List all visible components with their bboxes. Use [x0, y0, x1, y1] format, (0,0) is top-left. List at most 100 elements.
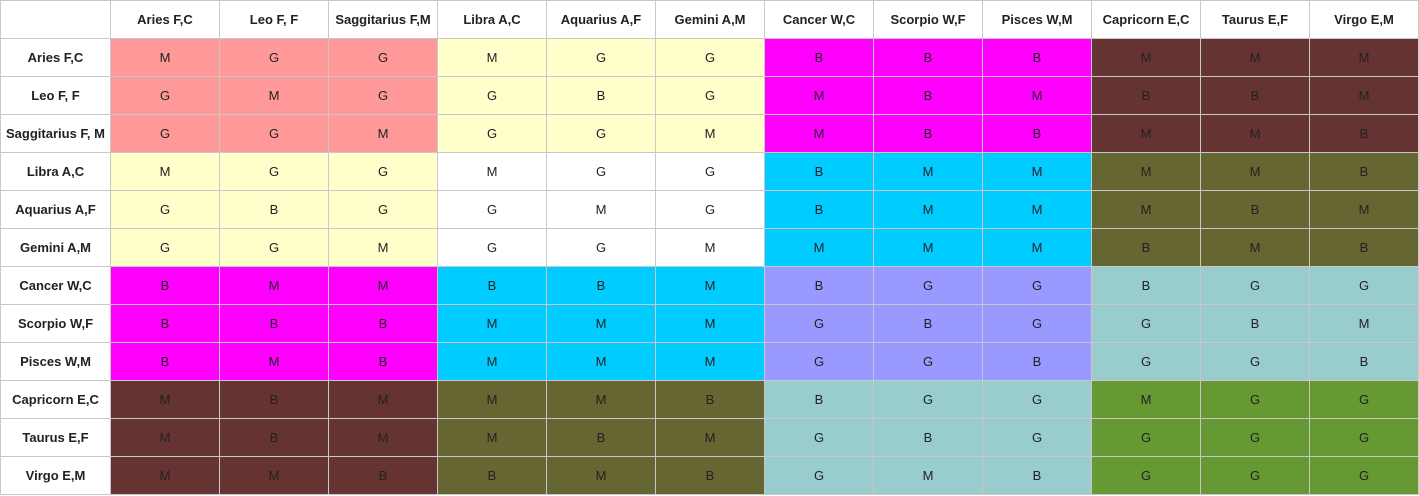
compatibility-cell: B [1200, 304, 1310, 343]
compatibility-cell: M [546, 342, 656, 381]
compatibility-cell: B [546, 418, 656, 457]
compatibility-cell: M [219, 76, 329, 115]
compatibility-cell: B [764, 38, 874, 77]
compatibility-cell: M [764, 228, 874, 267]
compatibility-cell: G [1091, 418, 1201, 457]
compatibility-cell: B [219, 380, 329, 419]
compatibility-cell: G [1091, 342, 1201, 381]
row-header: Aries F,C [0, 38, 111, 77]
compatibility-cell: B [982, 114, 1092, 153]
compatibility-cell: M [873, 190, 983, 229]
compatibility-cell: G [219, 228, 329, 267]
row-header: Virgo E,M [0, 456, 111, 495]
compatibility-cell: G [1309, 266, 1419, 305]
compatibility-cell: G [873, 380, 983, 419]
table-row: Pisces W,M B M B M M M G G B G G B [0, 342, 1419, 381]
column-header: Aries F,C [110, 0, 220, 39]
compatibility-cell: G [328, 76, 438, 115]
compatibility-cell: M [1200, 114, 1310, 153]
compatibility-cell: M [655, 266, 765, 305]
compatibility-cell: M [873, 228, 983, 267]
column-header: Taurus E,F [1200, 0, 1310, 39]
compatibility-cell: B [110, 342, 220, 381]
compatibility-cell: G [1200, 456, 1310, 495]
table-row: Aquarius A,F G B G G M G B M M M B M [0, 190, 1419, 229]
compatibility-cell: M [328, 380, 438, 419]
compatibility-cell: B [437, 456, 547, 495]
compatibility-cell: G [437, 114, 547, 153]
compatibility-cell: M [1309, 76, 1419, 115]
compatibility-cell: M [1091, 190, 1201, 229]
compatibility-cell: M [1200, 228, 1310, 267]
compatibility-cell: B [1091, 76, 1201, 115]
compatibility-cell: G [1309, 418, 1419, 457]
compatibility-cell: B [982, 342, 1092, 381]
compatibility-cell: B [764, 190, 874, 229]
column-header: Capricorn E,C [1091, 0, 1201, 39]
compatibility-cell: B [873, 418, 983, 457]
compatibility-cell: B [873, 304, 983, 343]
compatibility-cell: B [219, 418, 329, 457]
compatibility-cell: M [110, 380, 220, 419]
compatibility-cell: M [982, 228, 1092, 267]
corner-cell [0, 0, 111, 39]
compatibility-cell: M [219, 266, 329, 305]
compatibility-cell: G [437, 190, 547, 229]
column-header: Cancer W,C [764, 0, 874, 39]
table-row: Capricorn E,C M B M M M B B G G M G G [0, 380, 1419, 419]
compatibility-cell: G [110, 76, 220, 115]
compatibility-cell: B [328, 342, 438, 381]
compatibility-cell: M [110, 38, 220, 77]
row-header: Leo F, F [0, 76, 111, 115]
compatibility-cell: M [437, 380, 547, 419]
compatibility-cell: B [1309, 342, 1419, 381]
compatibility-cell: B [764, 266, 874, 305]
column-header: Scorpio W,F [873, 0, 983, 39]
compatibility-cell: M [655, 228, 765, 267]
compatibility-cell: G [655, 76, 765, 115]
row-header: Cancer W,C [0, 266, 111, 305]
compatibility-cell: G [655, 190, 765, 229]
table-row: Gemini A,M G G M G G M M M M B M B [0, 228, 1419, 267]
compatibility-cell: B [1309, 228, 1419, 267]
compatibility-cell: B [655, 456, 765, 495]
compatibility-cell: M [328, 418, 438, 457]
compatibility-cell: B [328, 304, 438, 343]
compatibility-cell: G [1200, 418, 1310, 457]
compatibility-cell: M [764, 114, 874, 153]
header-row: Aries F,C Leo F, F Saggitarius F,M Libra… [0, 0, 1419, 39]
compatibility-cell: M [110, 152, 220, 191]
table-row: Aries F,C M G G M G G B B B M M M [0, 38, 1419, 77]
table-row: Libra A,C M G G M G G B M M M M B [0, 152, 1419, 191]
compatibility-cell: M [982, 76, 1092, 115]
compatibility-cell: B [873, 76, 983, 115]
compatibility-cell: B [110, 266, 220, 305]
compatibility-cell: M [546, 304, 656, 343]
compatibility-cell: M [1091, 380, 1201, 419]
compatibility-cell: M [437, 152, 547, 191]
compatibility-cell: G [546, 228, 656, 267]
compatibility-cell: B [1091, 228, 1201, 267]
compatibility-cell: M [655, 418, 765, 457]
compatibility-cell: M [437, 38, 547, 77]
compatibility-cell: G [546, 38, 656, 77]
compatibility-cell: G [328, 190, 438, 229]
compatibility-cell: G [328, 38, 438, 77]
compatibility-cell: M [546, 190, 656, 229]
compatibility-cell: M [110, 456, 220, 495]
row-header: Capricorn E,C [0, 380, 111, 419]
compatibility-cell: G [110, 114, 220, 153]
compatibility-cell: M [655, 114, 765, 153]
compatibility-cell: M [1091, 152, 1201, 191]
compatibility-cell: G [764, 456, 874, 495]
compatibility-cell: M [110, 418, 220, 457]
compatibility-cell: G [110, 228, 220, 267]
compatibility-cell: G [982, 304, 1092, 343]
row-header: Pisces W,M [0, 342, 111, 381]
compatibility-cell: M [328, 114, 438, 153]
table-row: Virgo E,M M M B B M B G M B G G G [0, 456, 1419, 495]
compatibility-cell: G [110, 190, 220, 229]
